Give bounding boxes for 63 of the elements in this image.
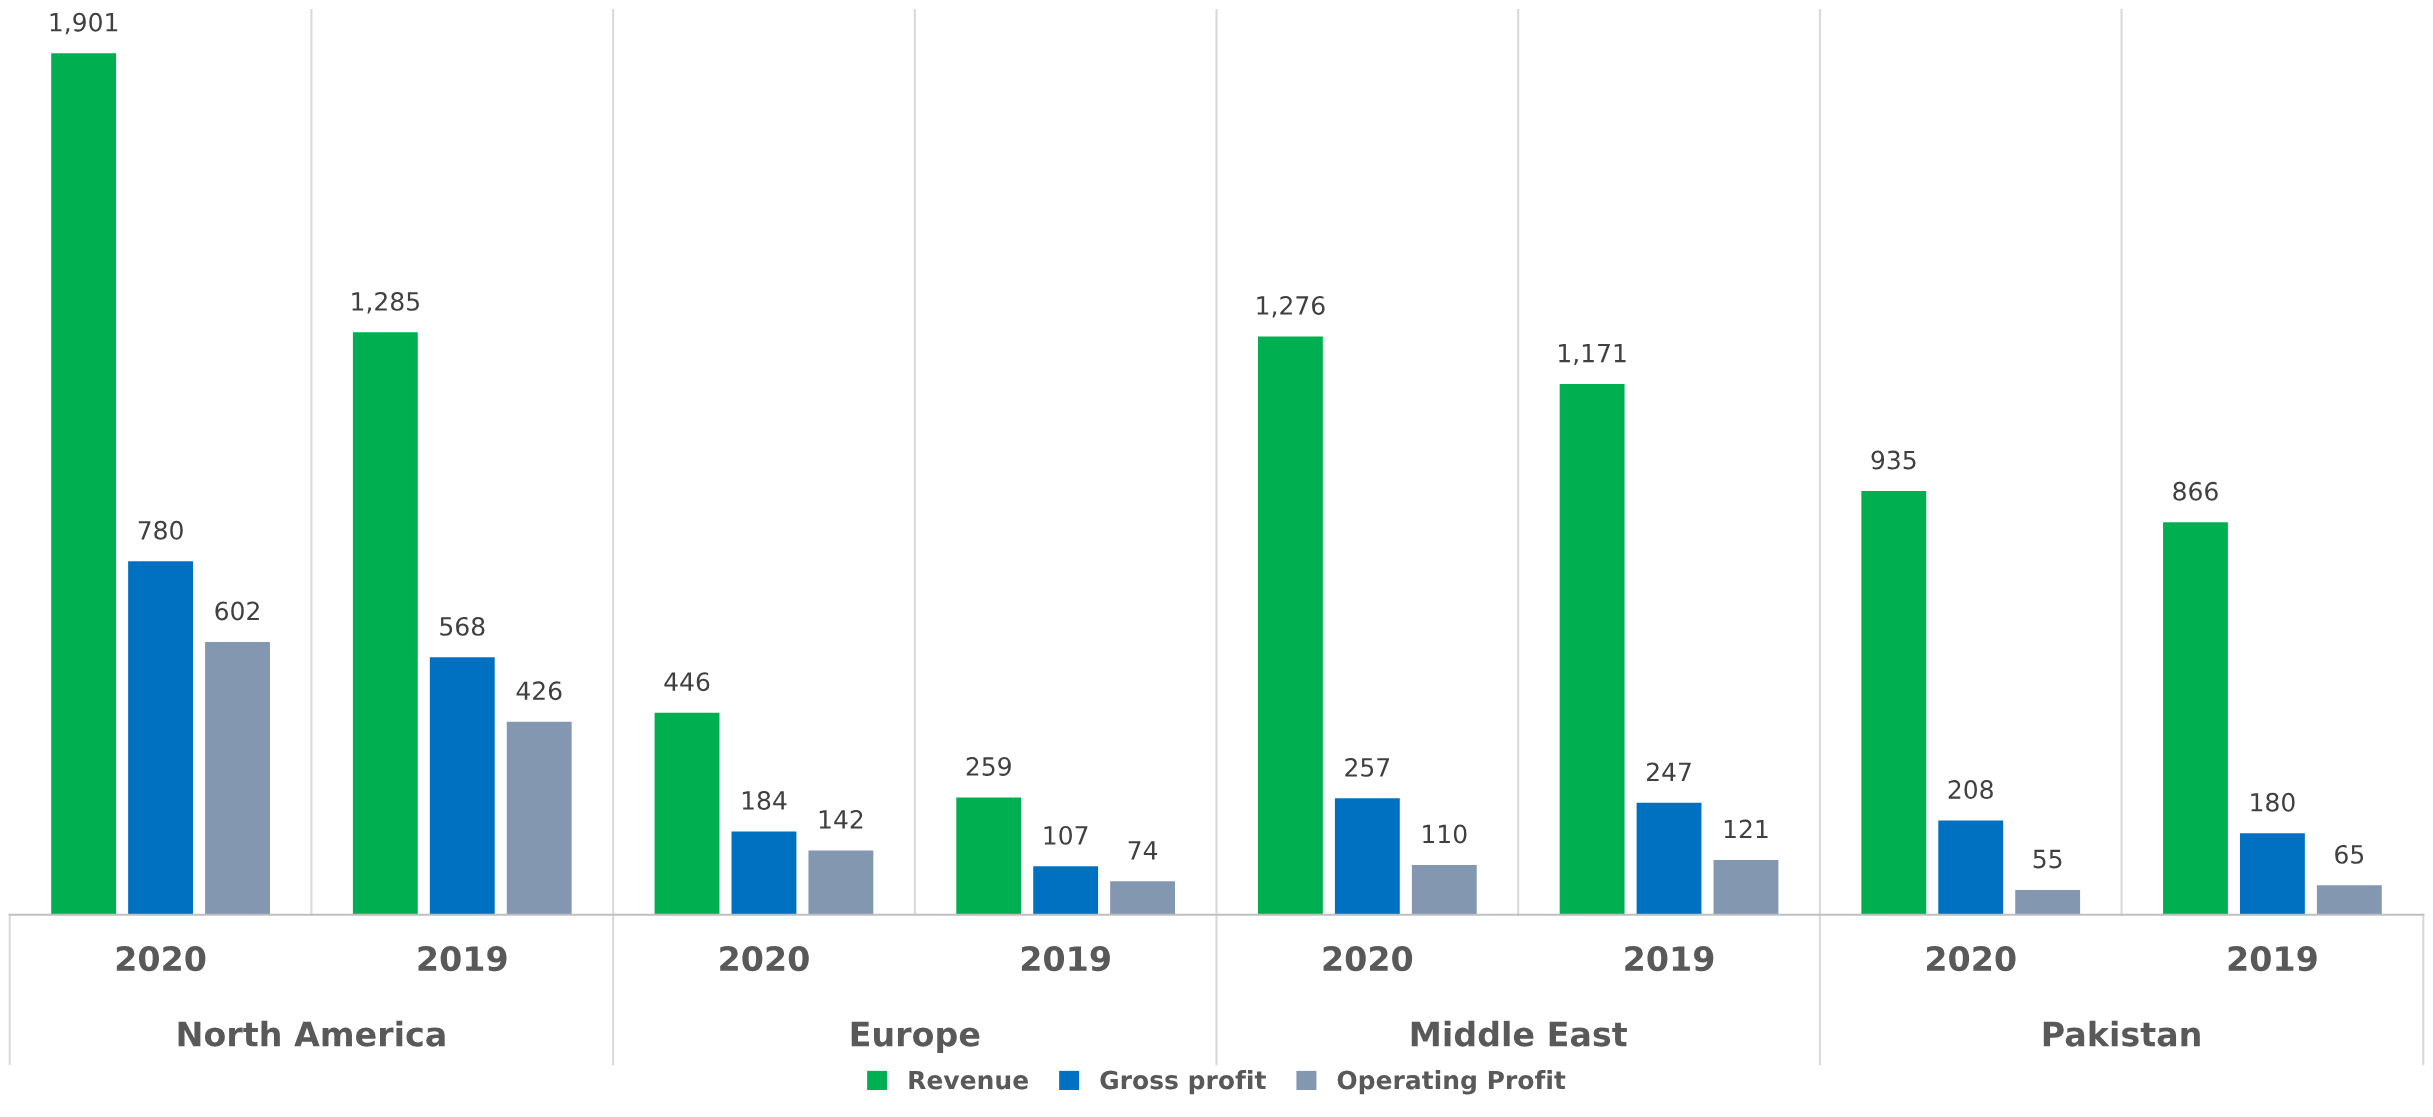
bar	[51, 53, 117, 915]
bar	[1411, 864, 1477, 915]
data-label: 65	[2335, 844, 2364, 864]
x-tick-label: 2019	[418, 945, 507, 972]
bar	[429, 657, 495, 915]
bar	[1861, 491, 1927, 915]
data-label: 110	[1423, 824, 1467, 844]
bar	[1257, 336, 1323, 915]
x-tick-label: 2020	[1323, 945, 1413, 972]
data-label: 1,901	[50, 12, 118, 35]
data-label: 142	[819, 810, 863, 829]
bar	[1713, 859, 1779, 915]
data-label: 568	[440, 616, 485, 636]
x-tick-label: 2019	[2228, 945, 2317, 972]
legend-label: Revenue	[909, 1070, 1028, 1090]
bar	[2316, 885, 2382, 915]
data-label: 259	[966, 757, 1011, 776]
data-label: 866	[2173, 481, 2218, 501]
data-label: 1,285	[352, 291, 419, 314]
bar	[654, 712, 720, 915]
data-label: 426	[516, 681, 562, 701]
legend-label: Gross profit	[1100, 1070, 1266, 1095]
bar	[1636, 802, 1702, 915]
bar	[2163, 522, 2228, 915]
data-label: 602	[215, 601, 259, 621]
bar	[2239, 833, 2305, 915]
bar	[128, 561, 194, 915]
data-label: 935	[1871, 450, 1916, 470]
text: North America	[178, 1020, 445, 1047]
bar	[1559, 384, 1625, 915]
x-tick-label: 2019	[1021, 945, 1110, 972]
x-tick-label: 2020	[1926, 945, 2016, 972]
data-label: 208	[1948, 780, 1993, 800]
data-label: 121	[1724, 819, 1768, 839]
bar	[2015, 889, 2081, 915]
bar	[808, 850, 874, 915]
data-label: 257	[1345, 757, 1390, 777]
data-label: 446	[664, 672, 710, 692]
data-label: 1,276	[1257, 296, 1325, 318]
text: Middle East	[1411, 1020, 1627, 1047]
data-label: 180	[2251, 792, 2295, 812]
bar	[1110, 881, 1176, 915]
bar	[1334, 798, 1400, 915]
bar	[1938, 820, 2004, 915]
data-label: 107	[1044, 825, 1088, 845]
data-label: 1,171	[1559, 343, 1626, 366]
x-tick-label: 2019	[1625, 945, 1714, 972]
x-tick-label: 2020	[116, 945, 206, 972]
legend-label: Operating Profit	[1337, 1070, 1566, 1095]
text: Europe	[851, 1021, 980, 1054]
bar	[1033, 866, 1099, 915]
bar	[205, 641, 270, 915]
data-label: 247	[1647, 762, 1691, 781]
text: Pakistan	[2043, 1020, 2200, 1047]
x-tick-label: 2020	[720, 945, 809, 972]
bar	[956, 797, 1022, 915]
bar	[352, 332, 418, 915]
data-label: 74	[1128, 841, 1158, 860]
data-label: 55	[2033, 849, 2062, 869]
bar	[731, 831, 797, 915]
data-label: 184	[742, 791, 787, 810]
bar	[506, 721, 572, 915]
data-label: 780	[138, 520, 183, 540]
